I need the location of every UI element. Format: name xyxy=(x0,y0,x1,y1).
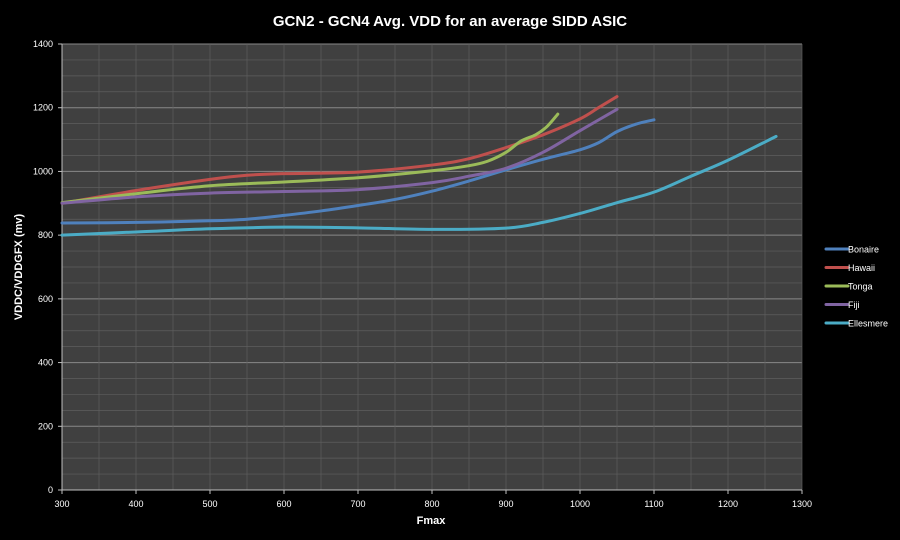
series-line-bonaire xyxy=(60,118,656,225)
legend-label-bonaire: Bonaire xyxy=(848,245,879,255)
legend: Bonaire Hawaii Tonga Fiji Ellesmere xyxy=(824,245,888,329)
y-axis-title: VDDC/VDDGFX (mv) xyxy=(13,213,25,320)
y-tick-label: 1000 xyxy=(33,166,53,176)
x-tick-label: 1000 xyxy=(570,499,590,509)
y-tick-label: 600 xyxy=(38,294,53,304)
x-tick-label: 600 xyxy=(276,499,291,509)
x-tick-label: 500 xyxy=(202,499,217,509)
y-tick-label: 1200 xyxy=(33,103,53,113)
legend-label-fiji: Fiji xyxy=(848,300,860,310)
y-tick-label: 0 xyxy=(48,485,53,495)
y-tick-label: 1400 xyxy=(33,39,53,49)
y-tick-label: 400 xyxy=(38,358,53,368)
series-line-ellesmere xyxy=(60,134,778,237)
series-line-fiji xyxy=(60,107,619,205)
x-tick-label: 700 xyxy=(350,499,365,509)
series-lines xyxy=(60,95,778,237)
x-tick-label: 1100 xyxy=(644,499,663,509)
x-tick-label: 800 xyxy=(424,499,439,509)
y-tick-label: 800 xyxy=(38,230,53,240)
x-tick-label: 900 xyxy=(498,499,513,509)
chart-title: GCN2 - GCN4 Avg. VDD for an average SIDD… xyxy=(273,13,627,30)
x-tick-label: 1300 xyxy=(792,499,812,509)
series-line-tonga xyxy=(60,112,560,205)
legend-label-ellesmere: Ellesmere xyxy=(848,319,888,329)
y-tick-label: 200 xyxy=(38,421,53,431)
grid-lines xyxy=(61,43,803,491)
x-tick-label: 400 xyxy=(128,499,143,509)
x-tick-label: 1200 xyxy=(718,499,738,509)
x-tick-label: 300 xyxy=(54,499,69,509)
series-line-hawaii xyxy=(60,95,619,205)
x-axis-title: Fmax xyxy=(417,515,447,527)
legend-label-hawaii: Hawaii xyxy=(848,263,875,273)
legend-label-tonga: Tonga xyxy=(848,282,873,292)
axes: 0 200 400 600 800 1000 1200 1400 300 400 500 600 700… xyxy=(33,39,812,509)
